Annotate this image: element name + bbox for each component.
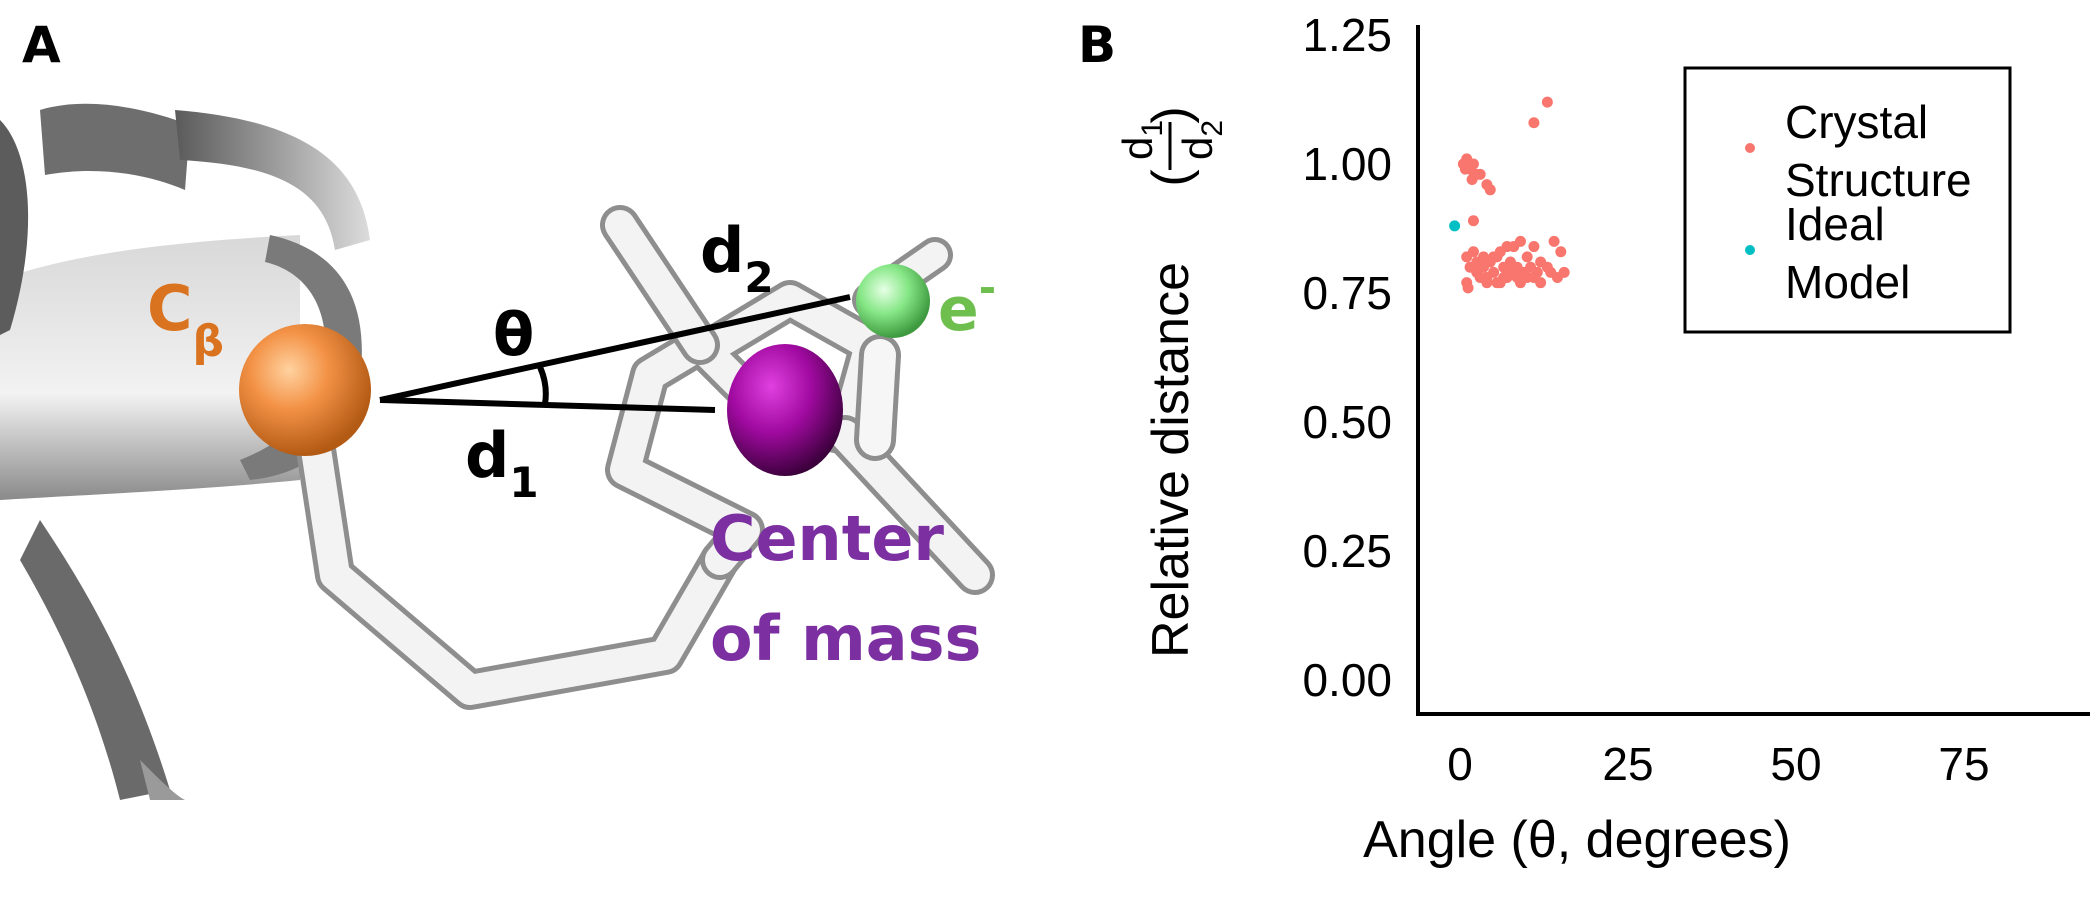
stick-chain [295, 395, 735, 705]
y-tick-label: 1.00 [1302, 138, 1392, 190]
ribbon-top-band [40, 103, 190, 190]
ideal-model-point [1449, 220, 1461, 232]
y-axis-label-main: Relative distance [1142, 262, 1200, 658]
crystal-structure-point [1467, 215, 1479, 227]
crystal-structure-point [1459, 163, 1471, 175]
c-beta-label: Cβ [147, 272, 224, 367]
y-axis-paren-close: ) [1142, 106, 1200, 123]
ribbon-lower-band [20, 520, 170, 800]
theta-arc [537, 365, 549, 405]
panel-b: B Relative distance ( ) d1 d2 0.000.250.… [1078, 9, 2090, 869]
y-axis-fraction: ( ) d1 d2 [1114, 106, 1229, 186]
y-axis-frac-num: d1 [1114, 120, 1169, 160]
center-of-mass-label-line1: Center [710, 502, 944, 575]
y-tick-label: 0.50 [1302, 396, 1392, 448]
legend-box [1683, 66, 2012, 334]
legend-key-crystal-structure [1745, 143, 1755, 153]
crystal-structure-point [1474, 168, 1486, 180]
y-axis-paren-open: ( [1142, 169, 1200, 187]
crystal-structure-point [1481, 277, 1493, 289]
y-tick-label: 0.25 [1302, 525, 1392, 577]
x-tick-label: 50 [1770, 738, 1821, 790]
crystal-structure-point [1555, 246, 1567, 258]
legend-label-ideal-line1: Ideal [1785, 198, 1885, 250]
y-axis-frac-den: d2 [1174, 120, 1229, 160]
crystal-structure-point [1548, 235, 1560, 247]
ribbon-lower-tip [140, 760, 185, 800]
panel-a: A [0, 16, 996, 800]
y-tick-label: 0.00 [1302, 654, 1392, 706]
x-tick-label: 25 [1602, 738, 1653, 790]
plot-area: 0.00 0.25 0.50 0.75 1.00 1.25 0 25 50 75 [1302, 9, 2090, 790]
d1-label: d1 [465, 419, 539, 507]
legend: Crystal Structure Ideal Model [1683, 66, 2012, 334]
electron-atom [856, 264, 930, 338]
y-axis-label: Relative distance [1142, 262, 1200, 658]
x-tick-label: 0 [1447, 738, 1473, 790]
c-beta-atom [239, 324, 371, 456]
crystal-structure-point [1474, 256, 1486, 268]
crystal-structure-point [1545, 266, 1557, 278]
ribbon-left-edge [0, 120, 29, 335]
crystal-structure-point [1528, 117, 1540, 129]
crystal-structure-point [1518, 266, 1530, 278]
center-of-mass-label-line2: of mass [710, 602, 981, 675]
crystal-structure-point [1521, 251, 1533, 263]
electron-label: e- [938, 263, 996, 345]
legend-label-crystal-line1: Crystal [1785, 96, 1928, 148]
theta-label: θ [493, 300, 534, 370]
x-axis-label: Angle (θ, degrees) [1363, 811, 1791, 869]
crystal-structure-point [1558, 266, 1570, 278]
protein-ribbon [0, 103, 370, 800]
legend-label-crystal-line2: Structure [1785, 154, 1972, 206]
crystal-structure-point [1528, 272, 1540, 284]
x-tick-label: 75 [1938, 738, 1989, 790]
panel-a-letter: A [22, 16, 61, 74]
legend-key-ideal-model [1745, 245, 1755, 255]
geometry-lines [379, 294, 851, 413]
legend-label-ideal-line2: Model [1785, 256, 1910, 308]
d2-line [379, 294, 851, 403]
panel-b-letter: B [1078, 16, 1116, 74]
stick-upper [605, 210, 715, 360]
crystal-structure-point [1467, 246, 1479, 258]
crystal-structure-point [1484, 184, 1496, 196]
y-tick-label: 0.75 [1302, 267, 1392, 319]
center-of-mass-sphere [727, 344, 843, 476]
ribbon-upper-turn [175, 110, 370, 250]
crystal-structure-point [1541, 96, 1553, 108]
crystal-structure-point [1514, 235, 1526, 247]
crystal-structure-point [1491, 251, 1503, 263]
crystal-structure-point [1488, 266, 1500, 278]
d1-line [379, 397, 716, 413]
crystal-structure-point [1462, 282, 1474, 294]
ribbon-front [0, 235, 300, 500]
y-tick-label: 1.25 [1302, 9, 1392, 61]
crystal-structure-point [1467, 158, 1479, 170]
stick-vertical [859, 339, 896, 456]
crystal-structure-point [1528, 241, 1540, 253]
d2-label: d2 [700, 214, 774, 302]
